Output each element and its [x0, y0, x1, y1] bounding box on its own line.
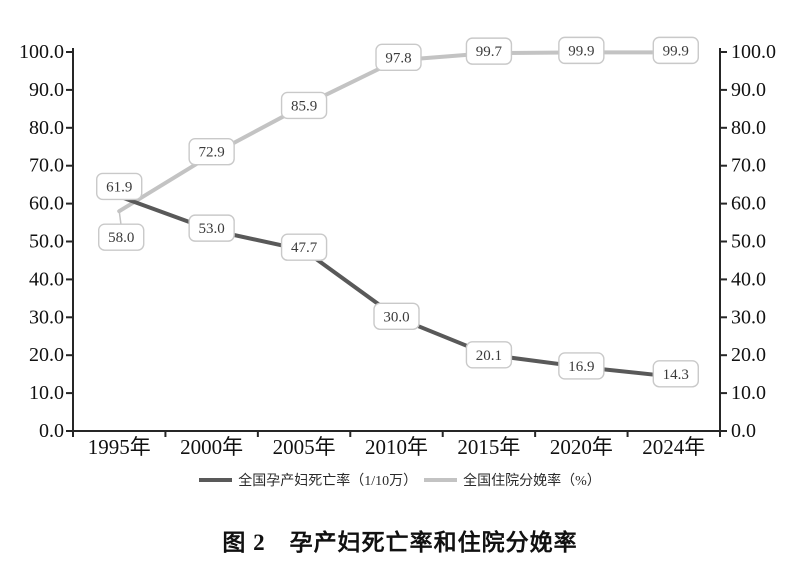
svg-text:40.0: 40.0 [731, 268, 766, 290]
chart-svg: 0.0 0.0 10.0 10.0 20.0 20.0 30.0 30.0 40.0 40.0 50… [19, 36, 776, 459]
svg-text:0.0: 0.0 [731, 420, 756, 442]
svg-text:2024年: 2024年 [642, 435, 705, 459]
svg-text:100.0: 100.0 [19, 41, 64, 63]
svg-text:10.0: 10.0 [731, 382, 766, 404]
legend-label-maternal-mortality: 全国孕产妇死亡率（1/10万） [238, 474, 418, 489]
svg-text:60.0: 60.0 [29, 193, 64, 215]
svg-text:99.7: 99.7 [476, 44, 503, 60]
svg-text:30.0: 30.0 [731, 306, 766, 328]
svg-text:80.0: 80.0 [29, 117, 64, 139]
svg-text:40.0: 40.0 [29, 268, 64, 290]
svg-text:85.9: 85.9 [291, 98, 317, 114]
svg-text:30.0: 30.0 [29, 306, 64, 328]
legend-item-hospital-delivery: 全国住院分娩率（%） [424, 470, 601, 490]
legend-item-maternal-mortality: 全国孕产妇死亡率（1/10万） [199, 470, 417, 490]
svg-text:14.3: 14.3 [663, 367, 689, 383]
legend-label-hospital-delivery: 全国住院分娩率（%） [463, 474, 601, 489]
svg-text:2010年: 2010年 [365, 435, 428, 459]
svg-text:53.0: 53.0 [199, 221, 225, 237]
svg-text:2000年: 2000年 [180, 435, 243, 459]
legend: 全国孕产妇死亡率（1/10万） 全国住院分娩率（%） [0, 469, 800, 491]
svg-text:50.0: 50.0 [29, 231, 64, 253]
svg-text:20.0: 20.0 [29, 344, 64, 366]
svg-text:2005年: 2005年 [273, 435, 336, 459]
svg-text:97.8: 97.8 [385, 50, 411, 66]
figure-caption: 图 2 孕产妇死亡率和住院分娩率 [222, 530, 578, 555]
svg-text:90.0: 90.0 [29, 79, 64, 101]
svg-text:72.9: 72.9 [199, 145, 225, 161]
svg-text:16.9: 16.9 [568, 359, 594, 375]
svg-text:58.0: 58.0 [108, 230, 134, 246]
svg-text:60.0: 60.0 [731, 193, 766, 215]
svg-text:47.7: 47.7 [291, 240, 318, 256]
hospital-delivery-line-swatch [424, 478, 458, 482]
svg-text:80.0: 80.0 [731, 117, 766, 139]
svg-text:99.9: 99.9 [663, 43, 689, 59]
svg-text:99.9: 99.9 [568, 43, 594, 59]
svg-text:2015年: 2015年 [457, 435, 520, 459]
svg-text:90.0: 90.0 [731, 79, 766, 101]
svg-text:50.0: 50.0 [731, 231, 766, 253]
maternal-mortality-line-swatch [199, 478, 233, 482]
svg-text:2020年: 2020年 [550, 435, 613, 459]
svg-text:20.1: 20.1 [476, 348, 502, 364]
svg-text:10.0: 10.0 [29, 382, 64, 404]
svg-text:100.0: 100.0 [731, 41, 776, 63]
svg-text:0.0: 0.0 [39, 420, 64, 442]
svg-text:20.0: 20.0 [731, 344, 766, 366]
svg-text:1995年: 1995年 [88, 435, 151, 459]
svg-text:30.0: 30.0 [383, 309, 409, 325]
svg-text:70.0: 70.0 [29, 155, 64, 177]
svg-text:61.9: 61.9 [106, 179, 132, 195]
svg-text:70.0: 70.0 [731, 155, 766, 177]
